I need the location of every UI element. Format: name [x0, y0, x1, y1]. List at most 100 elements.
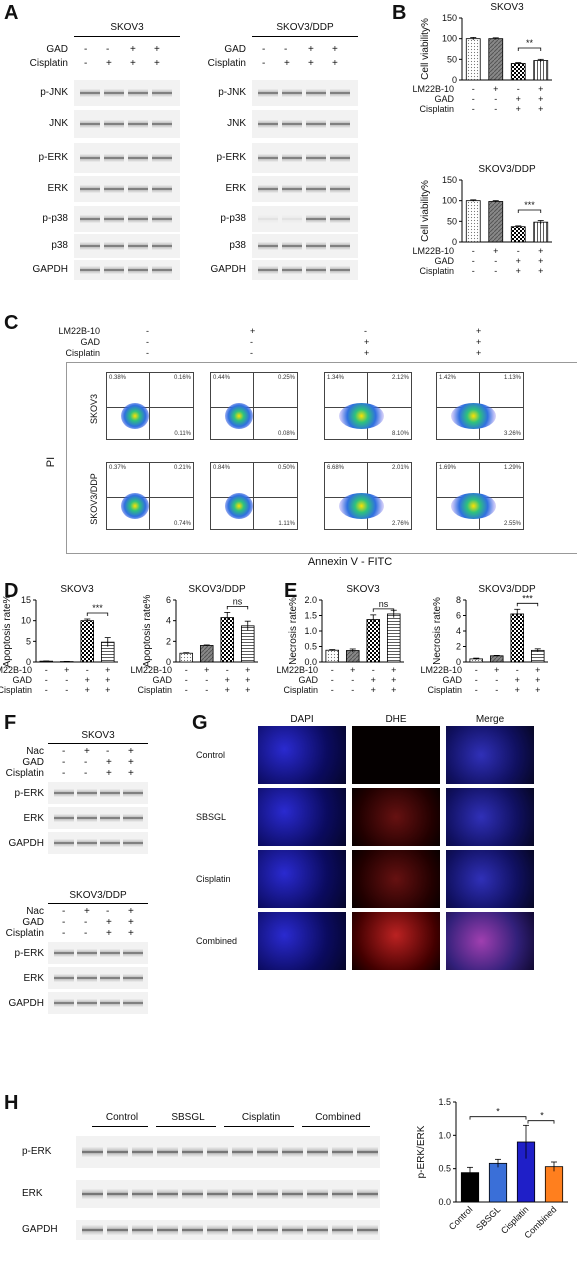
- blot-block-title: SKOV3/DDP: [276, 22, 334, 33]
- band: [332, 1147, 353, 1157]
- bar: [240, 625, 255, 663]
- cisplatin-sign: +: [332, 58, 338, 69]
- band: [77, 814, 97, 822]
- blot-row-label: p-ERK: [38, 152, 68, 163]
- condition-sign: +: [371, 675, 376, 685]
- band: [306, 120, 326, 128]
- blot-strip: [74, 234, 180, 258]
- x-axis-label: Annexin V - FITC: [307, 556, 393, 568]
- band: [152, 120, 172, 128]
- quadrant-lr: 0.08%: [277, 431, 295, 437]
- condition-sign: +: [371, 685, 376, 695]
- band: [104, 242, 124, 250]
- significance-label: *: [496, 1107, 500, 1117]
- condition-sign: +: [516, 94, 521, 104]
- band: [157, 1225, 178, 1235]
- condition-sign: +: [85, 675, 90, 685]
- y-tick-label: 2: [456, 642, 461, 652]
- band: [282, 1189, 303, 1199]
- condition-sign: +: [493, 246, 498, 256]
- band: [54, 839, 74, 847]
- blot-strip: [74, 110, 180, 138]
- band: [77, 949, 97, 957]
- blot-row-label: ERK: [23, 973, 44, 984]
- band: [107, 1147, 128, 1157]
- bar: [544, 1166, 564, 1203]
- band: [128, 266, 148, 274]
- cell-line-label: SKOV3: [89, 394, 99, 425]
- y-tick-label: 6: [456, 611, 461, 621]
- condition-sign: -: [65, 685, 68, 695]
- condition-sign: -: [65, 675, 68, 685]
- gad-label: GAD: [224, 44, 246, 55]
- y-tick-label: 50: [447, 216, 457, 226]
- blot-block-title: SKOV3/DDP: [69, 890, 127, 901]
- band: [306, 242, 326, 250]
- y-tick-label: 4: [456, 626, 461, 636]
- band: [123, 974, 143, 982]
- panel-b-charts: 0 50 100 150 SKOV3 Cell viability% ** LM22B-10 -…: [412, 2, 552, 276]
- cisplatin-sign: +: [308, 58, 314, 69]
- condition-sign: -: [331, 675, 334, 685]
- condition-sign: -: [516, 665, 519, 675]
- micrograph: [352, 850, 440, 908]
- cisplatin-label: Cisplatin: [29, 58, 68, 69]
- band: [104, 154, 124, 162]
- condition-sign: +: [106, 768, 112, 779]
- band: [282, 242, 302, 250]
- condition-sign: -: [494, 104, 497, 114]
- band: [282, 89, 302, 97]
- condition-label: Cisplatin: [5, 768, 44, 779]
- band: [128, 154, 148, 162]
- chart-title: SKOV3: [346, 584, 380, 595]
- bar: [489, 655, 504, 663]
- quadrant-lr: 3.26%: [503, 431, 521, 437]
- condition-sign: +: [535, 675, 540, 685]
- title-underline: [48, 743, 148, 744]
- quadrant-ur: 2.12%: [391, 375, 409, 381]
- band: [123, 814, 143, 822]
- condition-sign: +: [128, 928, 134, 939]
- band: [282, 120, 302, 128]
- band: [128, 185, 148, 193]
- chart-title: SKOV3/DDP: [478, 584, 536, 595]
- condition-sign: -: [62, 928, 66, 939]
- bar: [80, 620, 95, 663]
- band: [357, 1225, 378, 1235]
- band: [332, 1225, 353, 1235]
- blot-strip: [76, 1180, 380, 1208]
- bar: [533, 60, 549, 81]
- band: [258, 266, 278, 274]
- panel-label-c: C: [4, 312, 19, 334]
- condition-label: Cisplatin: [65, 348, 100, 358]
- band: [357, 1147, 378, 1157]
- band: [258, 242, 278, 250]
- group-underline: [224, 1126, 294, 1127]
- quadrant-lr: 1.11%: [278, 521, 295, 527]
- condition-sign: -: [106, 906, 110, 917]
- significance-bracket: [226, 606, 249, 610]
- band: [104, 120, 124, 128]
- chart-title: SKOV3/DDP: [188, 584, 246, 595]
- band: [332, 1189, 353, 1199]
- quadrant-ur: 1.13%: [503, 375, 521, 381]
- quadrant-ul: 1.34%: [327, 375, 345, 381]
- condition-label: Cisplatin: [137, 685, 172, 695]
- panel-label-d: D: [4, 580, 19, 602]
- quadrant-ul: 6.68%: [327, 465, 345, 471]
- condition-label: GAD: [22, 757, 44, 768]
- band: [104, 266, 124, 274]
- quadrant-lr: 2.76%: [391, 521, 409, 527]
- condition-sign: -: [86, 665, 89, 675]
- band: [104, 89, 124, 97]
- condition-label: GAD: [442, 675, 462, 685]
- condition-sign: -: [475, 685, 478, 695]
- condition-sign: +: [538, 246, 543, 256]
- condition-sign: -: [84, 768, 88, 779]
- quadrant-gate-h: [211, 407, 297, 408]
- condition-sign: +: [64, 665, 69, 675]
- condition-sign: +: [538, 256, 543, 266]
- band: [157, 1189, 178, 1199]
- y-tick-label: 6: [166, 595, 171, 605]
- micrograph: [446, 726, 534, 784]
